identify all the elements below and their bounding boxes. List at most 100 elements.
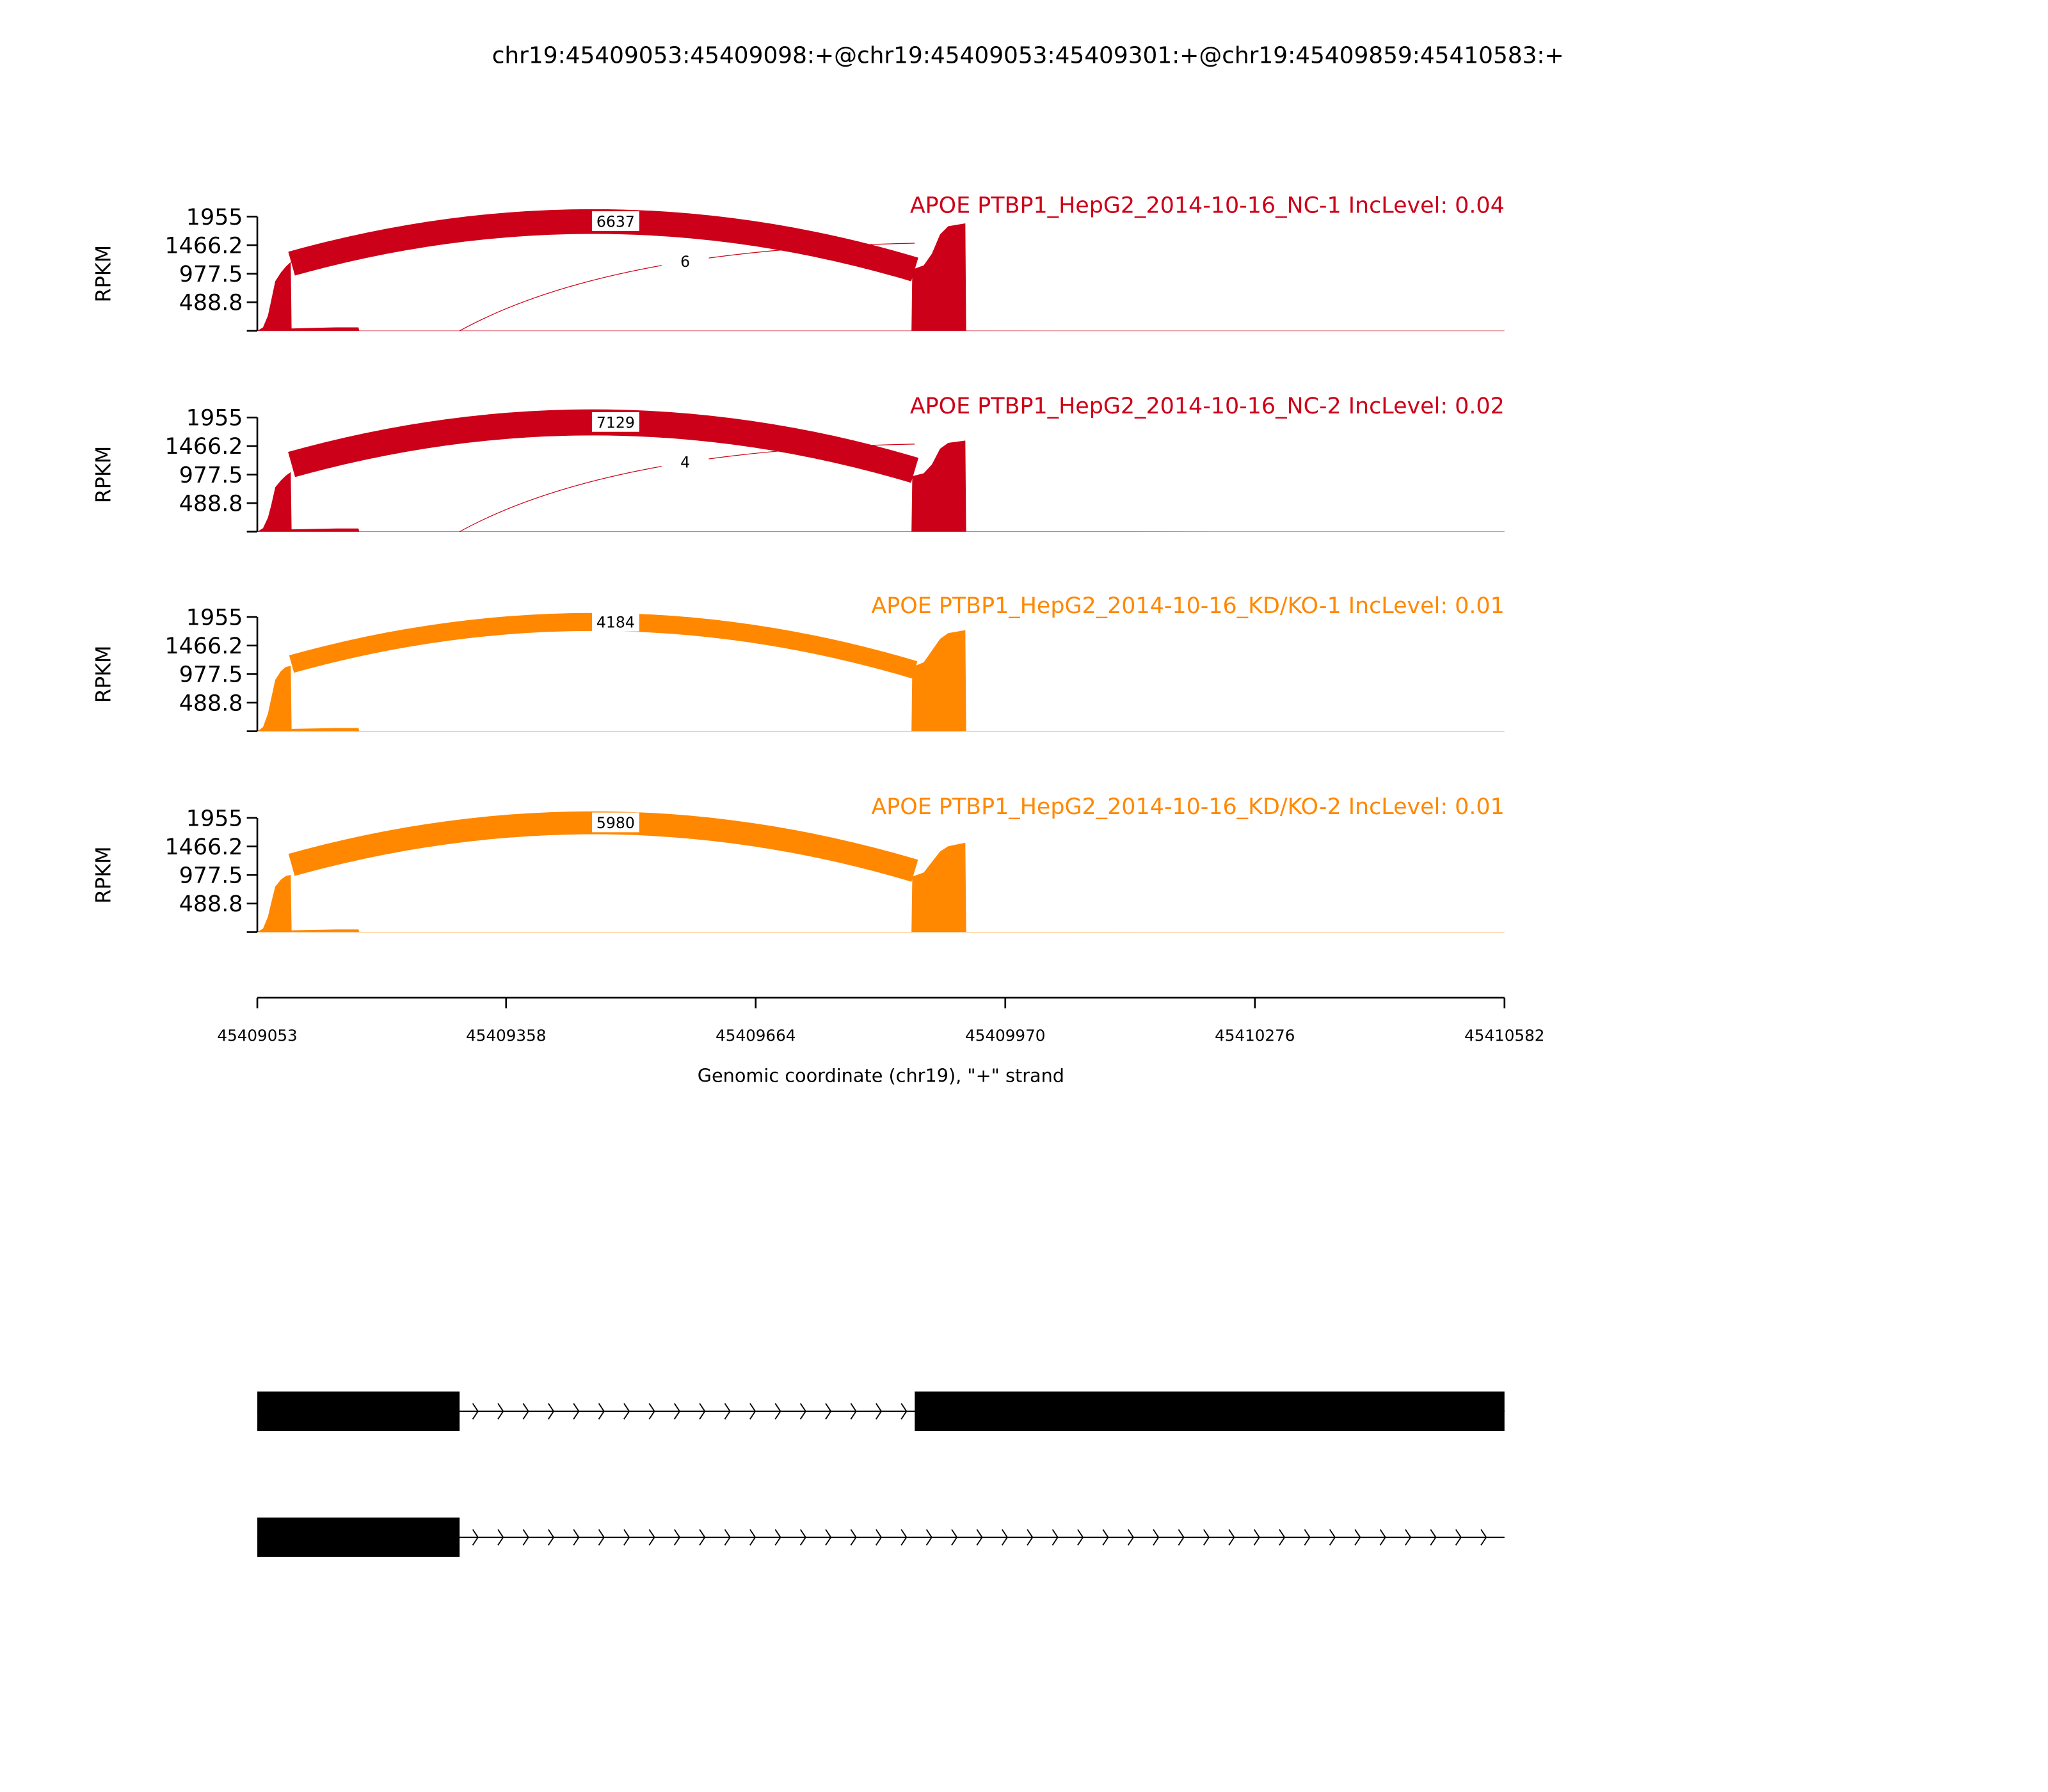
junction-label-bg	[591, 211, 639, 231]
strand-arrow-icon	[472, 1403, 479, 1420]
y-axis-label: RPKM	[92, 846, 115, 904]
strand-arrow-icon	[1455, 1529, 1462, 1546]
y-tick-label: 488.8	[179, 291, 243, 316]
x-tick-label: 45409664	[716, 1027, 796, 1045]
strand-arrow-icon	[1077, 1529, 1084, 1546]
panel-label: APOE PTBP1_HepG2_2014-10-16_KD/KO-1 IncL…	[871, 593, 1504, 619]
strand-arrow-icon	[1153, 1529, 1160, 1546]
strand-arrow-icon	[1430, 1529, 1437, 1546]
junction-label-bg	[591, 412, 639, 432]
strand-arrow-icon	[900, 1403, 908, 1420]
x-tick-label: 45409970	[965, 1027, 1045, 1045]
strand-arrow-icon	[1001, 1529, 1009, 1546]
strand-arrow-icon	[623, 1403, 630, 1420]
junction-label-bg	[661, 452, 709, 472]
strand-arrow-icon	[522, 1529, 529, 1546]
x-axis: 45409053 45409358 45409664 45409970 45410276…	[217, 996, 1544, 1045]
y-tick-label: 977.5	[179, 463, 243, 488]
y-tick-label: 1466.2	[165, 835, 243, 860]
gene-model-1	[257, 1391, 1505, 1431]
gene-model-2	[257, 1517, 1505, 1557]
chart-title: chr19:45409053:45409098:+@chr19:45409053…	[492, 42, 1564, 68]
strand-arrow-icon	[472, 1529, 479, 1546]
y-axis-label: RPKM	[92, 646, 115, 703]
y-axis-label: RPKM	[92, 446, 115, 504]
y-tick-label: 1466.2	[165, 233, 243, 259]
strand-arrow-icon	[598, 1403, 605, 1420]
y-tick-label: 977.5	[179, 863, 243, 888]
junction-count-label: 6	[680, 253, 690, 271]
coverage-area	[257, 630, 1505, 732]
strand-arrow-icon	[925, 1529, 932, 1546]
strand-arrow-icon	[825, 1529, 832, 1546]
x-tick-label: 45409053	[217, 1027, 297, 1045]
strand-arrow-icon	[876, 1529, 883, 1546]
strand-arrow-icon	[976, 1529, 983, 1546]
strand-arrow-icon	[724, 1529, 731, 1546]
strand-arrow-icon	[1354, 1529, 1361, 1546]
strand-arrow-icon	[825, 1403, 832, 1420]
strand-arrow-icon	[648, 1403, 655, 1420]
y-tick-label: 977.5	[179, 662, 243, 688]
junction-count-label: 6637	[596, 213, 635, 231]
junction-arc	[459, 243, 915, 332]
y-tick-label: 1955	[186, 806, 243, 831]
y-tick-label: 1955	[186, 605, 243, 630]
strand-arrow-icon	[548, 1403, 555, 1420]
panel-2: 7129 4 1955 1466.2 977.5 488.8 RPKM APOE PTBP1_…	[92, 394, 1505, 533]
y-tick-label: 1466.2	[165, 434, 243, 460]
junction-count-label: 5980	[596, 814, 635, 832]
strand-arrow-icon	[799, 1529, 806, 1546]
strand-arrow-icon	[749, 1529, 756, 1546]
exon-block	[915, 1391, 1505, 1431]
strand-arrow-icon	[1127, 1529, 1134, 1546]
y-axis-label: RPKM	[92, 245, 115, 303]
strand-arrow-icon	[699, 1529, 706, 1546]
strand-arrow-icon	[1052, 1529, 1059, 1546]
y-tick-label: 488.8	[179, 892, 243, 917]
panel-4: 5980 1955 1466.2 977.5 488.8 RPKM APOE PTBP1_H…	[92, 794, 1505, 933]
strand-arrow-icon	[850, 1529, 857, 1546]
strand-arrow-icon	[1405, 1529, 1412, 1546]
strand-arrow-icon	[548, 1529, 555, 1546]
y-tick-label: 1466.2	[165, 634, 243, 659]
strand-arrow-icon	[749, 1403, 756, 1420]
strand-arrow-icon	[900, 1529, 908, 1546]
junction-label-bg	[591, 611, 639, 632]
strand-arrow-icon	[497, 1529, 504, 1546]
y-tick-label: 488.8	[179, 691, 243, 716]
strand-arrow-icon	[1203, 1529, 1210, 1546]
panel-3: 4184 1955 1466.2 977.5 488.8 RPKM APOE PTBP1_H…	[92, 593, 1505, 732]
strand-arrow-icon	[623, 1529, 630, 1546]
y-tick-label: 488.8	[179, 491, 243, 516]
gene-models	[257, 1391, 1505, 1557]
junction-count-label: 4	[680, 454, 690, 472]
strand-arrow-icon	[1379, 1529, 1386, 1546]
strand-arrow-icon	[699, 1403, 706, 1420]
strand-arrow-icon	[1027, 1529, 1034, 1546]
strand-arrow-icon	[1279, 1529, 1286, 1546]
strand-arrow-icon	[1253, 1529, 1260, 1546]
junction-label-bg	[591, 812, 639, 833]
junction-count-label: 7129	[596, 414, 635, 432]
y-tick-label: 1955	[186, 205, 243, 230]
strand-arrow-icon	[951, 1529, 958, 1546]
strand-arrow-icon	[774, 1529, 781, 1546]
exon-block	[257, 1517, 460, 1557]
strand-arrow-icon	[522, 1403, 529, 1420]
strand-arrow-icon	[774, 1403, 781, 1420]
strand-arrow-icon	[1304, 1529, 1311, 1546]
strand-arrow-icon	[1480, 1529, 1487, 1546]
strand-arrow-icon	[799, 1403, 806, 1420]
junction-label-bg	[661, 251, 709, 271]
strand-arrow-icon	[1102, 1529, 1109, 1546]
strand-arrow-icon	[573, 1403, 580, 1420]
strand-arrow-icon	[1329, 1529, 1336, 1546]
strand-arrow-icon	[497, 1403, 504, 1420]
panel-label: APOE PTBP1_HepG2_2014-10-16_KD/KO-2 IncL…	[871, 794, 1504, 820]
x-tick-label: 45410582	[1464, 1027, 1544, 1045]
panel-label: APOE PTBP1_HepG2_2014-10-16_NC-2 IncLeve…	[910, 394, 1505, 419]
x-tick-label: 45410276	[1215, 1027, 1295, 1045]
strand-arrow-icon	[876, 1403, 883, 1420]
strand-arrow-icon	[573, 1529, 580, 1546]
